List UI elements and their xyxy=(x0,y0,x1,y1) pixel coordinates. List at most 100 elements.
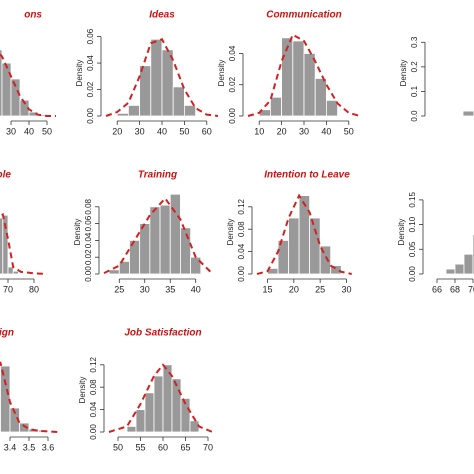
x-tick-label: 50 xyxy=(42,126,52,136)
y-axis-label: Density xyxy=(217,60,226,87)
bar xyxy=(288,217,300,275)
x-tick-label: 50 xyxy=(113,442,123,452)
x-tick-label: 70 xyxy=(3,284,13,294)
y-axis-label: Density xyxy=(73,219,82,246)
bar xyxy=(0,365,11,433)
bar xyxy=(314,78,327,117)
y-tick-label: 0.06 xyxy=(86,28,95,44)
bar xyxy=(330,265,342,275)
bar xyxy=(189,420,200,433)
bar xyxy=(149,206,161,275)
density-curve xyxy=(0,361,58,433)
y-tick-label: 0.06 xyxy=(84,215,93,231)
bar xyxy=(172,86,185,117)
x-tick-label: 40 xyxy=(157,126,167,136)
density-curve xyxy=(108,363,213,433)
x-tick-label: 3.6 xyxy=(42,442,55,452)
y-tick-label: 0.02 xyxy=(84,249,93,265)
bar xyxy=(139,223,151,275)
y-tick-label: 0.1 xyxy=(410,85,419,97)
bar xyxy=(17,272,24,275)
bar xyxy=(180,397,191,433)
bar xyxy=(1,62,12,117)
y-tick-label: 0.02 xyxy=(228,76,237,92)
y-tick-label: 0.00 xyxy=(86,108,95,124)
chart-title: Job Satisfaction xyxy=(124,328,201,339)
bar xyxy=(298,195,311,275)
x-tick-label: 3.5 xyxy=(23,442,36,452)
x-tick-label: 40 xyxy=(24,126,34,136)
x-tick-label: 68 xyxy=(450,284,460,294)
bar xyxy=(10,78,21,117)
bar xyxy=(463,253,474,275)
x-tick-label: 40 xyxy=(191,284,201,294)
bar xyxy=(159,204,171,275)
chart-title: Communication xyxy=(266,10,342,21)
y-tick-label: 0.00 xyxy=(89,424,98,440)
x-tick-label: 15 xyxy=(263,284,273,294)
bar xyxy=(0,217,4,275)
y-tick-label: 0.04 xyxy=(84,232,93,248)
bar xyxy=(319,245,332,275)
y-tick-label: 0.05 xyxy=(408,241,417,257)
y-tick-label: 0.2 xyxy=(410,61,419,73)
y-tick-label: 0.15 xyxy=(408,192,417,208)
chart-title: ole xyxy=(0,170,11,181)
y-tick-label: 0.00 xyxy=(237,266,246,282)
x-tick-label: 20 xyxy=(277,126,287,136)
bar xyxy=(303,53,316,117)
chart-title: Ideas xyxy=(149,10,175,21)
y-tick-label: 0.02 xyxy=(86,81,95,97)
x-tick-label: 20 xyxy=(112,126,122,136)
bar xyxy=(2,214,9,275)
bar xyxy=(118,260,130,275)
x-tick-label: 65 xyxy=(180,442,190,452)
x-tick-label: 10 xyxy=(254,126,264,136)
y-axis-label: Density xyxy=(397,219,406,246)
y-tick-label: 0.04 xyxy=(237,243,246,259)
y-tick-label: 0.00 xyxy=(84,266,93,282)
density-curve xyxy=(105,38,219,117)
y-axis-label: Density xyxy=(226,219,235,246)
y-tick-label: 0.00 xyxy=(408,266,417,282)
x-tick-label: 30 xyxy=(6,126,16,136)
x-tick-label: 60 xyxy=(202,126,212,136)
chart-title: Intention to Leave xyxy=(264,170,350,181)
bar xyxy=(171,378,182,433)
y-tick-label: 0.04 xyxy=(86,55,95,71)
bar xyxy=(269,96,282,117)
bar xyxy=(180,227,192,275)
x-tick-label: 20 xyxy=(289,284,299,294)
x-tick-label: 30 xyxy=(140,284,150,294)
y-tick-label: 0.04 xyxy=(228,45,237,61)
x-tick-label: 35 xyxy=(165,284,175,294)
bar xyxy=(116,112,129,117)
x-tick-label: 60 xyxy=(158,442,168,452)
x-tick-label: 40 xyxy=(321,126,331,136)
chart-title: Training xyxy=(138,170,177,181)
bar xyxy=(9,407,20,433)
x-tick-label: 3.4 xyxy=(4,442,17,452)
y-tick-label: 0.08 xyxy=(84,198,93,214)
y-tick-label: 0.0 xyxy=(410,110,419,122)
x-tick-label: 70 xyxy=(203,442,213,452)
y-axis-label: Density xyxy=(75,60,84,87)
y-tick-label: 0.04 xyxy=(89,401,98,417)
x-tick-label: 55 xyxy=(135,442,145,452)
bar xyxy=(127,105,140,117)
density-curve xyxy=(103,196,212,275)
x-tick-label: 25 xyxy=(315,284,325,294)
bar xyxy=(139,65,152,117)
x-tick-label: 30 xyxy=(135,126,145,136)
x-tick-label: 50 xyxy=(179,126,189,136)
x-tick-label: 30 xyxy=(299,126,309,136)
bar xyxy=(108,269,120,275)
chart-title: ons xyxy=(24,10,42,21)
chart-title: sign xyxy=(0,328,14,339)
bar xyxy=(292,40,305,117)
density-curve xyxy=(0,212,48,275)
bar xyxy=(144,392,155,433)
bar xyxy=(462,110,474,117)
y-tick-label: 0.08 xyxy=(237,221,246,237)
